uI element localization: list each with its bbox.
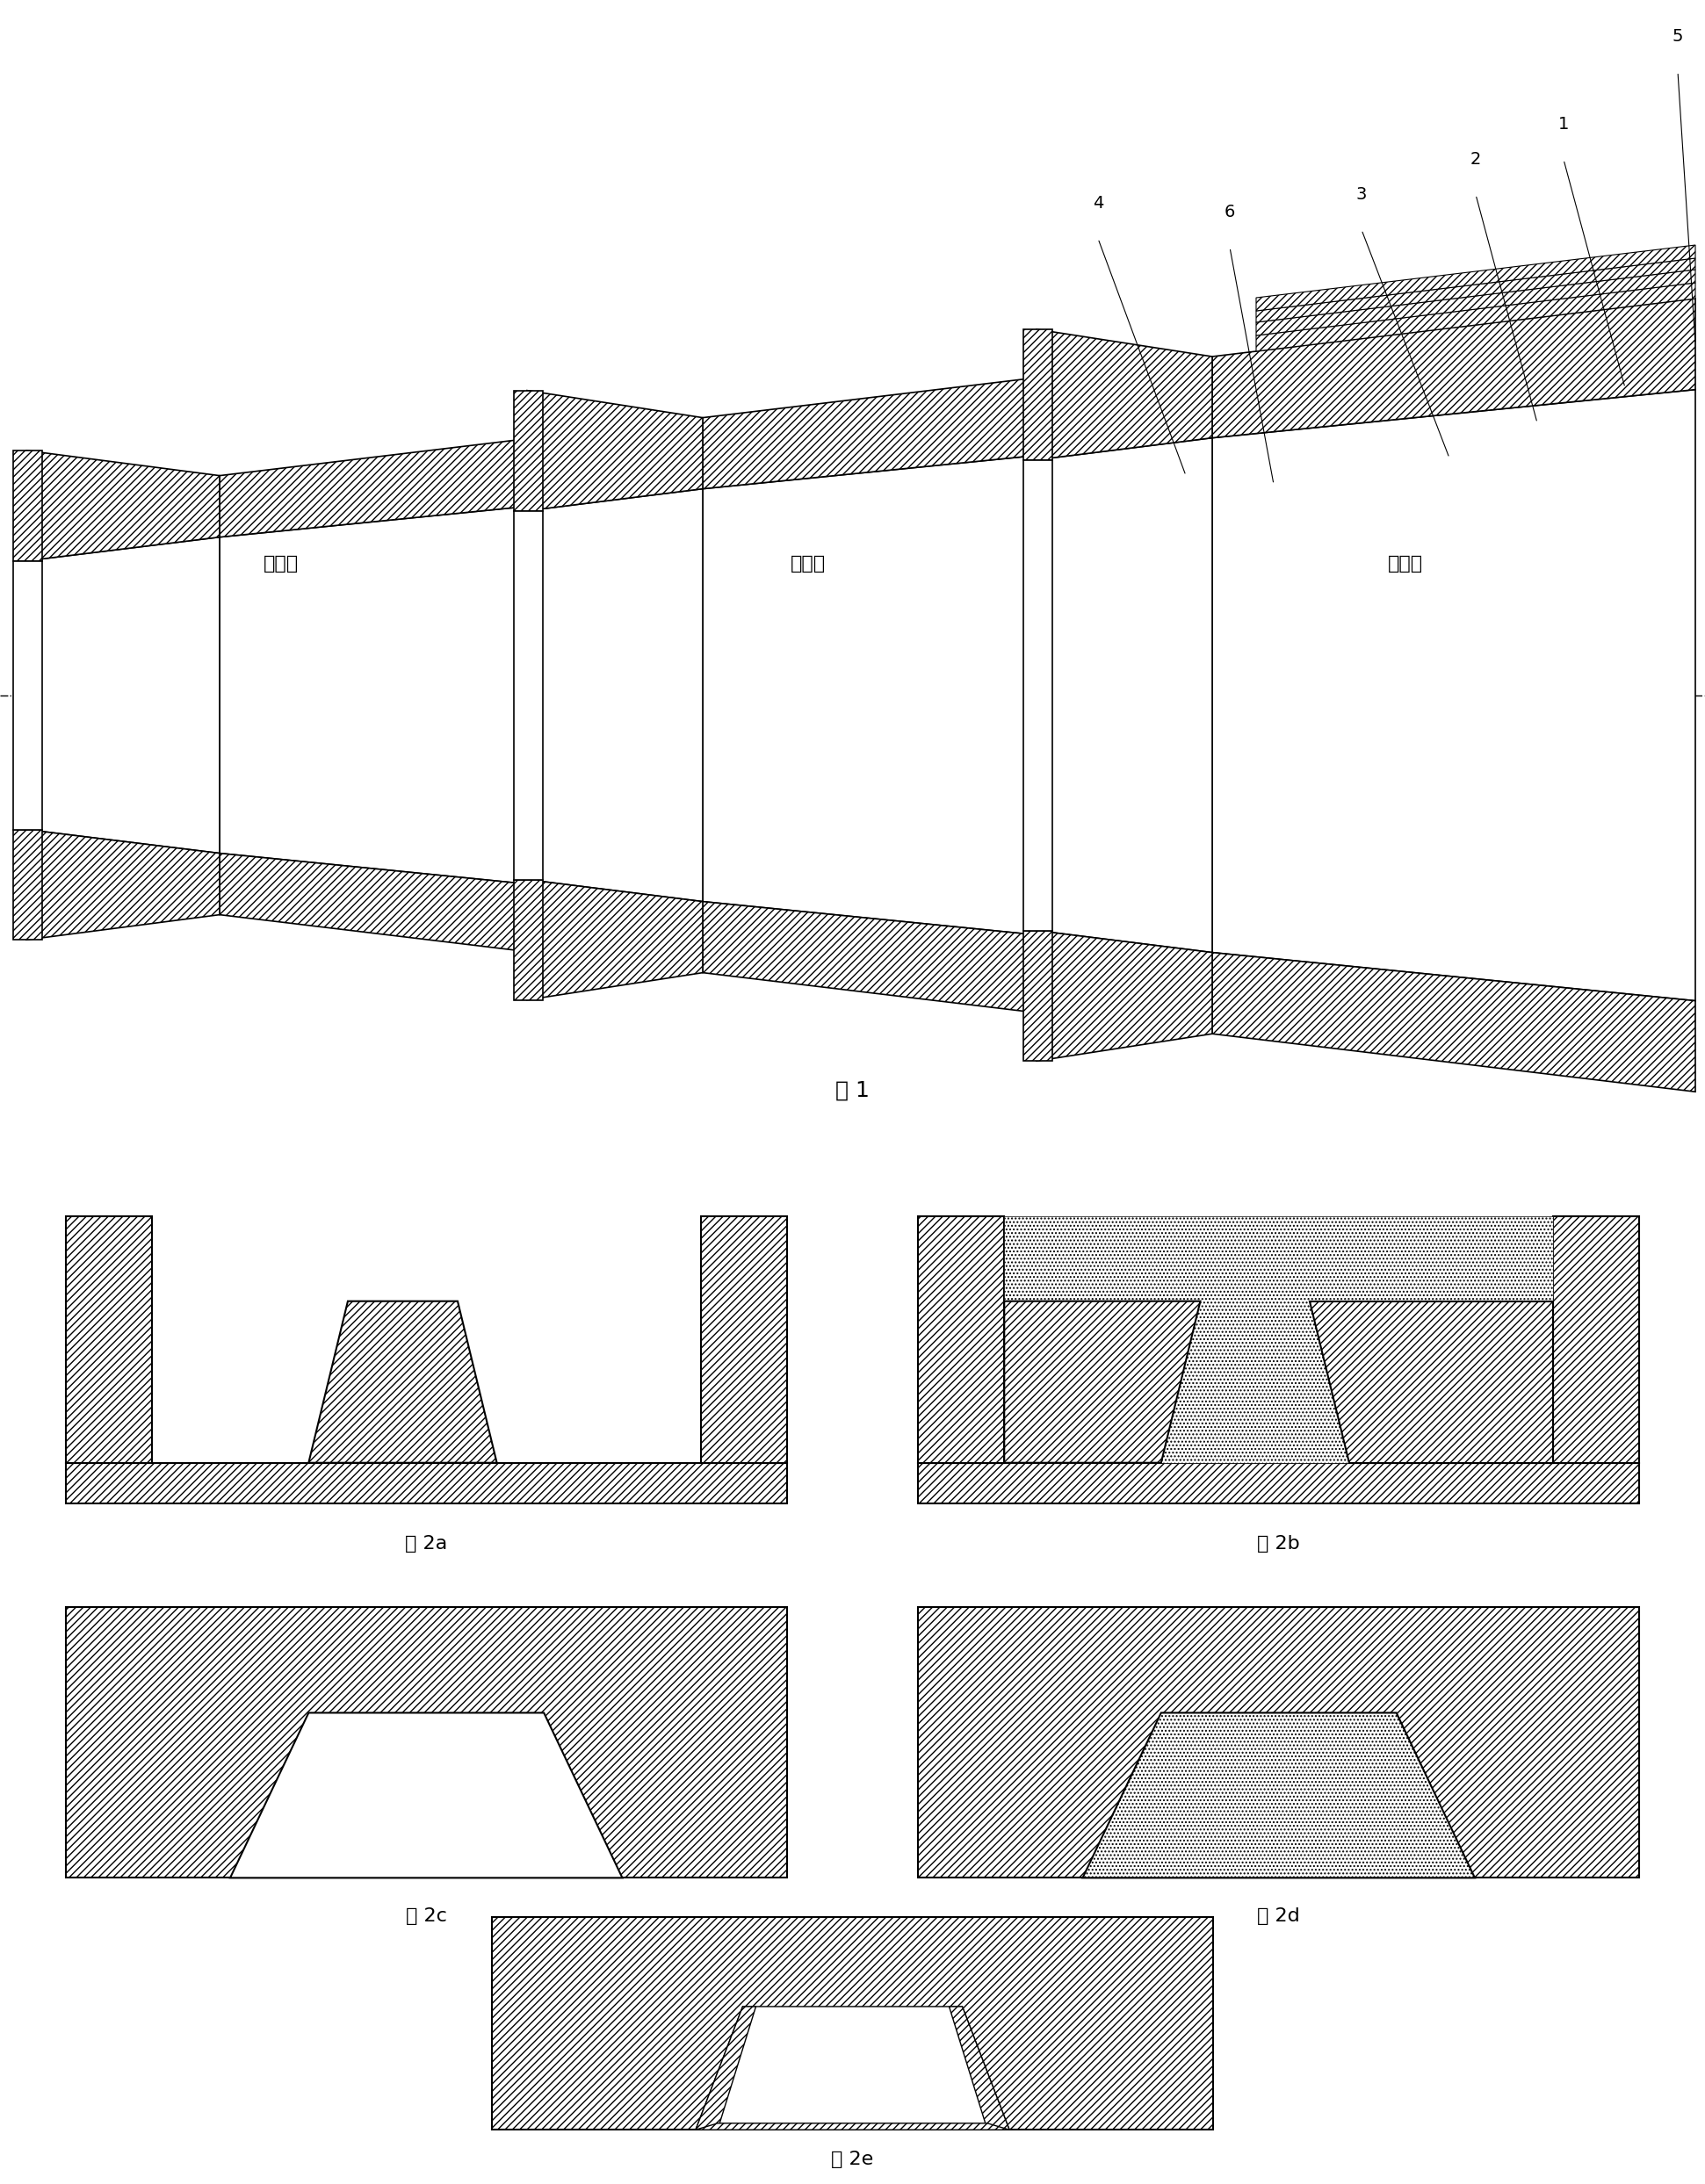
Polygon shape bbox=[1212, 389, 1695, 1000]
Polygon shape bbox=[1023, 330, 1052, 461]
Polygon shape bbox=[14, 450, 43, 561]
Text: 第二节: 第二节 bbox=[791, 555, 825, 572]
Text: 图 2e: 图 2e bbox=[832, 2151, 873, 2169]
Text: 6: 6 bbox=[1224, 203, 1234, 221]
Polygon shape bbox=[702, 456, 1037, 935]
Polygon shape bbox=[696, 2123, 1009, 2129]
Polygon shape bbox=[1004, 1216, 1553, 1463]
Polygon shape bbox=[527, 391, 702, 511]
Bar bbox=[1553, 1216, 1640, 1463]
Polygon shape bbox=[26, 830, 220, 939]
Polygon shape bbox=[1257, 269, 1695, 336]
Polygon shape bbox=[1004, 1302, 1200, 1463]
Polygon shape bbox=[14, 561, 43, 830]
Text: 5: 5 bbox=[1673, 28, 1683, 46]
Bar bbox=[65, 1607, 788, 1878]
Polygon shape bbox=[220, 507, 527, 885]
Polygon shape bbox=[1309, 1302, 1553, 1463]
Bar bbox=[701, 1216, 788, 1463]
Bar bbox=[65, 1463, 788, 1503]
Bar bbox=[917, 1607, 1640, 1878]
Polygon shape bbox=[513, 391, 542, 511]
Text: 第一节: 第一节 bbox=[264, 555, 298, 572]
Polygon shape bbox=[1212, 299, 1695, 437]
Polygon shape bbox=[950, 2007, 1009, 2129]
Polygon shape bbox=[220, 854, 527, 952]
Polygon shape bbox=[1257, 245, 1695, 310]
Bar bbox=[491, 1918, 1214, 2129]
Text: 图 2c: 图 2c bbox=[406, 1907, 447, 1924]
Polygon shape bbox=[26, 450, 220, 561]
Bar bbox=[65, 1216, 152, 1463]
Polygon shape bbox=[230, 1712, 622, 1878]
Polygon shape bbox=[1083, 1712, 1475, 1878]
Polygon shape bbox=[527, 489, 702, 902]
Polygon shape bbox=[527, 880, 702, 1000]
Text: 图 2b: 图 2b bbox=[1257, 1535, 1301, 1553]
Polygon shape bbox=[1037, 437, 1212, 952]
Text: 第三节: 第三节 bbox=[1388, 555, 1424, 572]
Polygon shape bbox=[702, 378, 1037, 489]
Polygon shape bbox=[309, 1302, 496, 1463]
Polygon shape bbox=[696, 2007, 1009, 2129]
Text: 2: 2 bbox=[1470, 151, 1482, 168]
Bar bbox=[917, 1216, 1004, 1463]
Text: 图 1: 图 1 bbox=[835, 1079, 870, 1101]
Polygon shape bbox=[1023, 930, 1052, 1061]
Polygon shape bbox=[1212, 952, 1695, 1092]
Polygon shape bbox=[1037, 930, 1212, 1061]
Text: 4: 4 bbox=[1093, 194, 1103, 212]
Polygon shape bbox=[26, 537, 220, 854]
Text: 图 2d: 图 2d bbox=[1257, 1907, 1301, 1924]
Text: 图 2a: 图 2a bbox=[406, 1535, 447, 1553]
Polygon shape bbox=[513, 511, 542, 880]
Polygon shape bbox=[1023, 461, 1052, 930]
Polygon shape bbox=[1257, 282, 1695, 352]
Text: 3: 3 bbox=[1355, 186, 1367, 203]
Polygon shape bbox=[696, 2007, 755, 2129]
Text: 1: 1 bbox=[1558, 116, 1569, 133]
Polygon shape bbox=[1037, 330, 1212, 461]
Polygon shape bbox=[14, 830, 43, 939]
Polygon shape bbox=[220, 439, 527, 537]
Polygon shape bbox=[513, 880, 542, 1000]
Polygon shape bbox=[702, 902, 1037, 1013]
Polygon shape bbox=[1257, 258, 1695, 323]
Bar bbox=[917, 1463, 1640, 1503]
